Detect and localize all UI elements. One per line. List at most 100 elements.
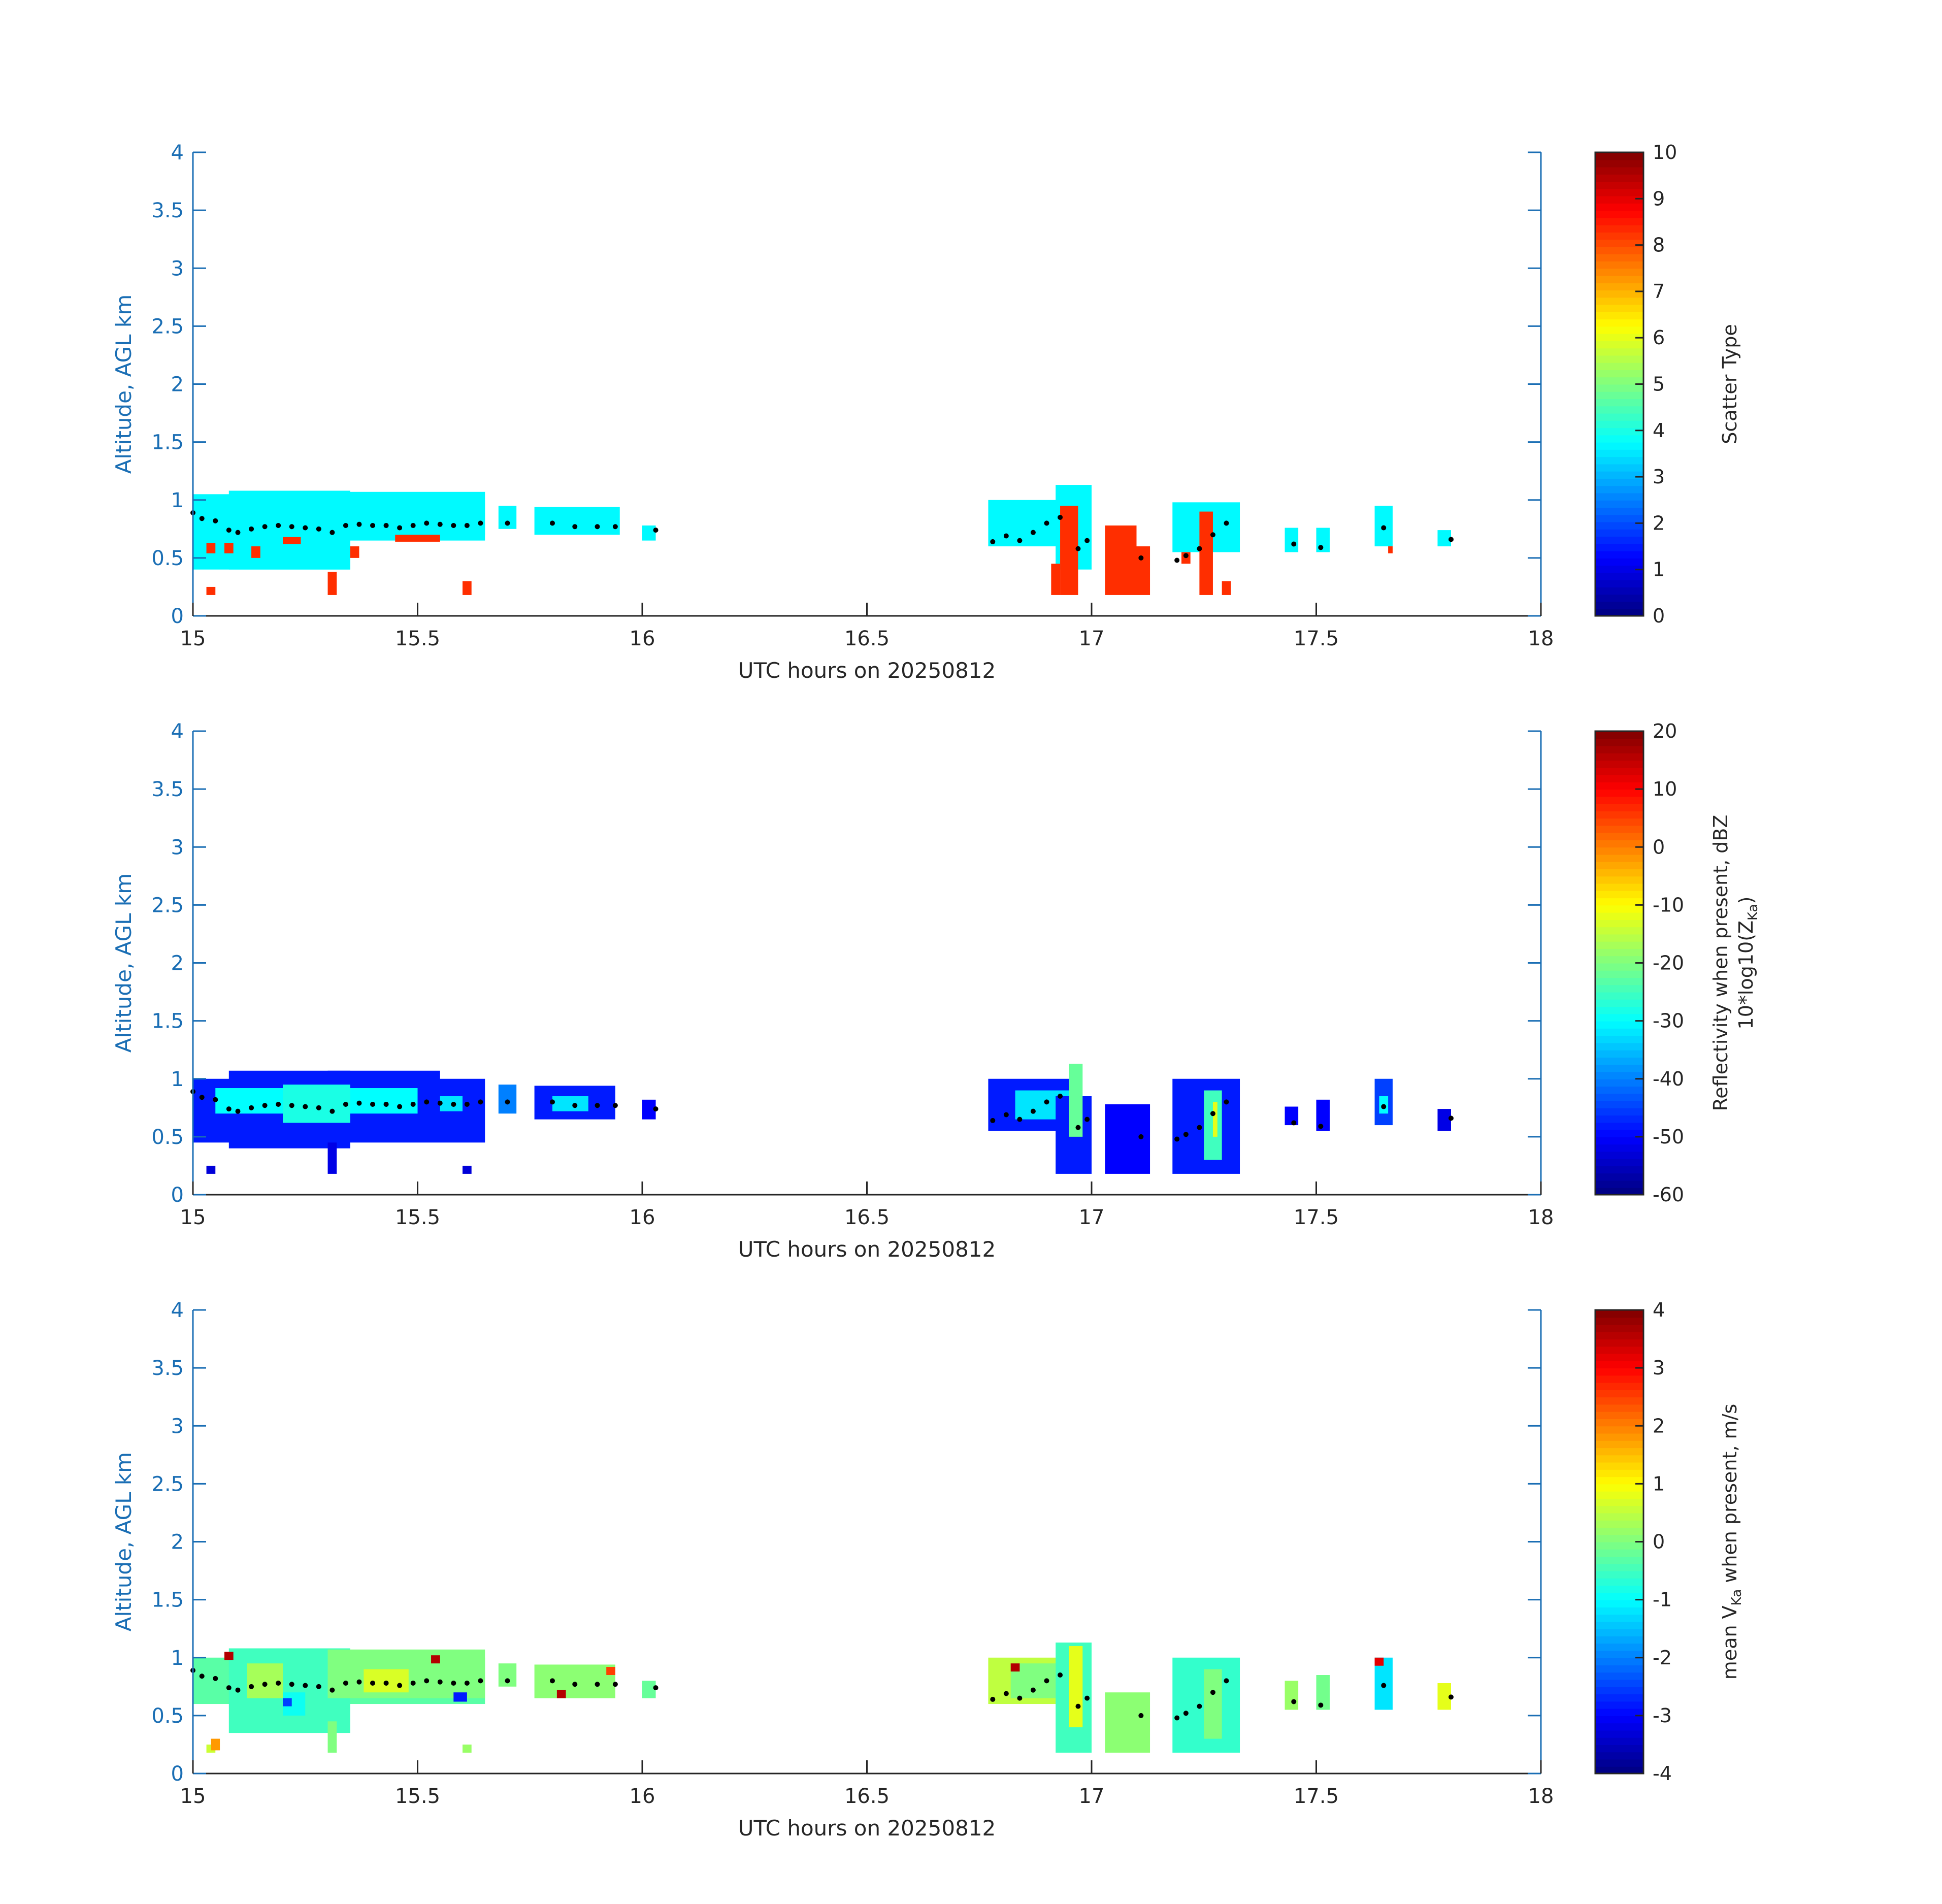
colorbar-swatch: [1595, 1672, 1643, 1680]
colorbar-swatch: [1595, 290, 1643, 298]
heatmap-cell: [552, 1096, 588, 1111]
cloud-top-dot: [451, 522, 456, 528]
colorbar-swatch: [1595, 839, 1643, 848]
colorbar-swatch: [1595, 1426, 1643, 1434]
cloud-top-dot: [1003, 1112, 1009, 1118]
colorbar-swatch: [1595, 1505, 1643, 1514]
x-tick-label: 15: [180, 1206, 206, 1229]
cloud-top-dot: [1030, 1687, 1036, 1693]
colorbar-swatch: [1595, 1701, 1643, 1709]
colorbar-swatch: [1595, 1353, 1643, 1361]
colorbar-swatch: [1595, 282, 1643, 291]
y-tick-label: 2.5: [151, 894, 184, 917]
colorbar-swatch: [1595, 927, 1643, 935]
cloud-top-dot: [1174, 1136, 1180, 1142]
colorbar-swatch: [1595, 970, 1643, 978]
colorbar-swatch: [1595, 898, 1643, 906]
cloud-top-dot: [1075, 1703, 1081, 1709]
x-tick-label: 17: [1079, 1206, 1105, 1229]
colorbar-swatch: [1595, 1165, 1643, 1174]
cloud-top-dot: [303, 1683, 308, 1688]
colorbar-swatch: [1595, 608, 1643, 616]
colorbar-swatch: [1595, 1411, 1643, 1419]
colorbar-swatch: [1595, 529, 1643, 537]
colorbar-tick-label: 8: [1653, 234, 1665, 256]
cloud-top-dot: [199, 1095, 205, 1100]
colorbar-swatch: [1595, 1440, 1643, 1449]
heatmap-cell: [1374, 1657, 1384, 1666]
y-tick-label: 0: [171, 1762, 184, 1786]
cloud-top-dot: [572, 524, 578, 530]
heatmap-cell: [453, 1692, 467, 1702]
cloud-top-dot: [370, 1680, 375, 1686]
colorbar-swatch: [1595, 1331, 1643, 1340]
x-tick-label: 15.5: [395, 627, 440, 650]
colorbar-swatch: [1595, 810, 1643, 819]
colorbar-swatch: [1595, 1151, 1643, 1159]
y-tick-label: 4: [171, 720, 184, 743]
colorbar-swatch: [1595, 1491, 1643, 1499]
colorbar-swatch: [1595, 456, 1643, 465]
cloud-top-dot: [595, 1682, 600, 1687]
colorbar-swatch: [1595, 1592, 1643, 1600]
colorbar-swatch: [1595, 1737, 1643, 1745]
x-axis-label: UTC hours on 20250812: [738, 1816, 996, 1841]
cloud-top-dot: [505, 1099, 510, 1105]
colorbar-swatch: [1595, 1049, 1643, 1058]
colorbar-swatch: [1595, 1628, 1643, 1636]
cloud-top-dot: [990, 539, 996, 544]
colorbar-tick-label: -60: [1653, 1184, 1684, 1206]
colorbar-swatch: [1595, 210, 1643, 218]
heatmap-cell: [1010, 1663, 1020, 1672]
colorbar-swatch: [1595, 1752, 1643, 1760]
colorbar-swatch: [1595, 391, 1643, 400]
cloud-top-dot: [990, 1118, 996, 1123]
colorbar-swatch: [1595, 601, 1643, 609]
colorbar-swatch: [1595, 1635, 1643, 1644]
cloud-top-dot: [1044, 1099, 1049, 1105]
cloud-top-dot: [397, 1104, 403, 1109]
colorbar-tick-label: -20: [1653, 952, 1684, 974]
colorbar-swatch: [1595, 1071, 1643, 1079]
colorbar-swatch: [1595, 340, 1643, 349]
colorbar-swatch: [1595, 1448, 1643, 1456]
colorbar-swatch: [1595, 1513, 1643, 1521]
colorbar-swatch: [1595, 1476, 1643, 1485]
colorbar-swatch: [1595, 789, 1643, 797]
colorbar-swatch: [1595, 832, 1643, 840]
y-tick-label: 4: [171, 1299, 184, 1322]
colorbar-swatch: [1595, 1694, 1643, 1702]
cloud-top-dot: [1017, 1117, 1023, 1122]
colorbar-swatch: [1595, 1455, 1643, 1463]
cloud-top-dot: [550, 1678, 555, 1684]
colorbar-tick-label: 2: [1653, 1415, 1665, 1437]
colorbar-swatch: [1595, 1397, 1643, 1405]
cloud-top-dot: [1381, 1104, 1387, 1109]
cloud-top-dot: [1381, 1683, 1387, 1688]
cloud-top-dot: [276, 1680, 281, 1686]
y-tick-label: 1.5: [151, 1589, 184, 1612]
cloud-top-dot: [249, 526, 254, 532]
y-tick-label: 3.5: [151, 778, 184, 801]
colorbar: 0 1 2 3 4 5 6 7 8 9 10 Scatter Type: [1594, 141, 1741, 627]
heatmap-cell: [1069, 1646, 1083, 1727]
cloud-top-dot: [1224, 1099, 1229, 1105]
colorbar-label-secondary: 10*log10(ZKa): [1735, 897, 1761, 1030]
cloud-top-dot: [1449, 537, 1454, 542]
cloud-top-dot: [478, 1099, 483, 1105]
cloud-top-dot: [1224, 1678, 1229, 1684]
y-axis-label: Altitude, AGL km: [111, 1452, 136, 1631]
cloud-top-dot: [249, 1684, 254, 1689]
colorbar-swatch: [1595, 203, 1643, 211]
colorbar-label: Reflectivity when present, dBZ: [1709, 815, 1732, 1111]
x-tick-label: 16.5: [844, 627, 890, 650]
cloud-top-dot: [199, 516, 205, 521]
heatmap-cell: [1136, 546, 1150, 595]
cloud-top-dot: [343, 522, 348, 528]
y-tick-label: 2: [171, 373, 184, 397]
colorbar-swatch: [1595, 521, 1643, 530]
y-tick-label: 1: [171, 1068, 184, 1091]
cloud-top-dot: [370, 522, 375, 528]
heatmap-cell: [1437, 1109, 1451, 1131]
colorbar-swatch: [1595, 1715, 1643, 1724]
